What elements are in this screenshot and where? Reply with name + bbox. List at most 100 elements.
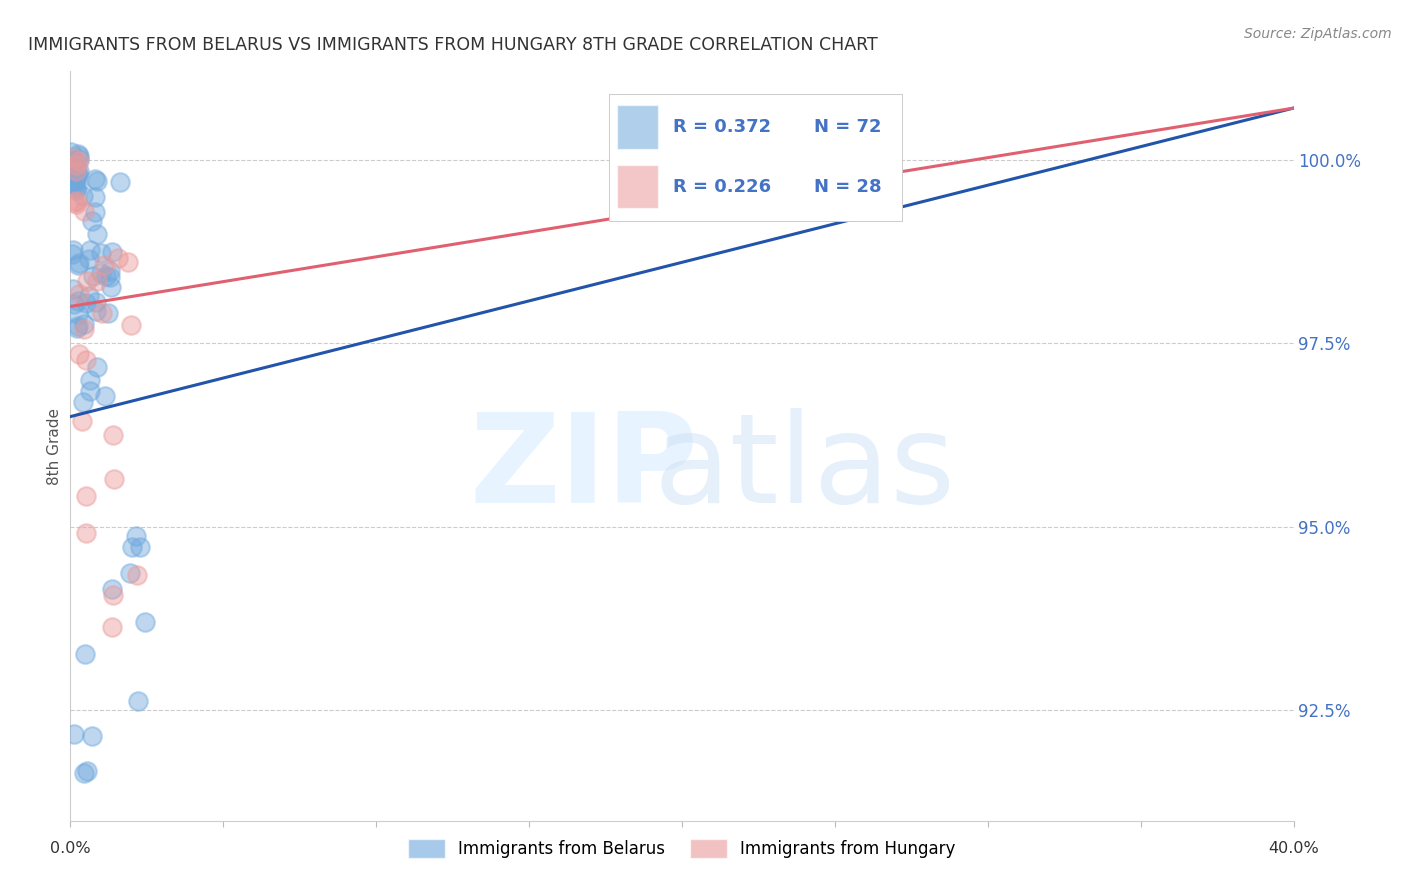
Point <box>60 156 83 170</box>
Text: atlas: atlas <box>654 408 955 529</box>
Point <box>84 294 107 309</box>
Point <box>101 428 124 442</box>
Point <box>65 158 87 172</box>
Point <box>62 151 84 165</box>
Point <box>90 246 112 260</box>
Point <box>93 389 115 403</box>
Point <box>86 174 108 188</box>
Point <box>84 303 107 318</box>
Point <box>67 256 90 270</box>
Point <box>66 165 89 179</box>
Point <box>75 296 97 310</box>
Point <box>62 243 84 257</box>
Point <box>98 263 121 277</box>
Point <box>66 194 89 208</box>
Point <box>76 274 98 288</box>
Point <box>63 194 86 209</box>
Point <box>79 373 101 387</box>
Point <box>100 620 122 634</box>
Point <box>62 162 84 177</box>
Point <box>84 205 107 219</box>
Point <box>73 322 96 336</box>
Point <box>63 160 86 174</box>
Point <box>117 255 139 269</box>
Point <box>65 169 87 183</box>
Point <box>63 179 86 194</box>
Point <box>73 647 96 661</box>
Point <box>134 615 156 630</box>
Point <box>125 568 148 582</box>
Legend: Immigrants from Belarus, Immigrants from Hungary: Immigrants from Belarus, Immigrants from… <box>402 832 962 864</box>
Point <box>98 270 121 285</box>
Point <box>63 727 86 741</box>
Point <box>59 145 82 160</box>
Point <box>103 472 125 486</box>
Text: ZIP: ZIP <box>470 408 699 529</box>
Point <box>72 395 94 409</box>
Point <box>77 289 100 303</box>
Point <box>62 282 84 296</box>
Point <box>66 180 89 194</box>
Point <box>67 149 90 163</box>
Point <box>66 306 89 320</box>
Point <box>66 168 89 182</box>
Point <box>86 227 108 241</box>
Point <box>67 153 90 167</box>
Point <box>60 246 83 260</box>
Point <box>60 177 83 191</box>
Point <box>121 540 143 554</box>
Point <box>96 268 118 283</box>
Point <box>90 267 112 281</box>
Point <box>65 166 87 180</box>
Point <box>67 164 90 178</box>
Text: 0.0%: 0.0% <box>51 841 90 856</box>
Point <box>62 155 84 169</box>
Point <box>129 540 152 554</box>
Point <box>75 352 97 367</box>
Point <box>72 203 94 218</box>
Point <box>77 252 100 267</box>
Point <box>107 251 129 265</box>
Point <box>60 168 83 182</box>
Point <box>125 528 148 542</box>
Point <box>83 172 105 186</box>
Point <box>82 268 104 283</box>
Point <box>67 318 90 333</box>
Point <box>127 694 149 708</box>
Point <box>120 566 142 580</box>
Point <box>67 287 90 301</box>
Point <box>73 766 96 780</box>
Point <box>91 306 114 320</box>
Point <box>65 183 87 197</box>
Point <box>63 173 86 187</box>
Point <box>100 279 122 293</box>
Point <box>86 274 108 288</box>
Point <box>65 175 87 189</box>
Point <box>65 197 87 211</box>
Point <box>120 318 142 332</box>
Point <box>671 145 693 160</box>
Point <box>65 164 87 178</box>
Text: 40.0%: 40.0% <box>1268 841 1319 856</box>
Point <box>100 582 122 596</box>
Point <box>63 173 86 187</box>
Point <box>66 258 89 272</box>
Point <box>66 321 89 335</box>
Point <box>93 259 115 273</box>
Point <box>101 588 124 602</box>
Point <box>67 293 90 308</box>
Text: Source: ZipAtlas.com: Source: ZipAtlas.com <box>1244 27 1392 41</box>
Point <box>67 347 90 361</box>
Y-axis label: 8th Grade: 8th Grade <box>46 408 62 484</box>
Point <box>67 154 90 169</box>
Point <box>72 189 94 203</box>
Text: IMMIGRANTS FROM BELARUS VS IMMIGRANTS FROM HUNGARY 8TH GRADE CORRELATION CHART: IMMIGRANTS FROM BELARUS VS IMMIGRANTS FR… <box>28 36 877 54</box>
Point <box>63 297 86 311</box>
Point <box>82 729 104 743</box>
Point <box>96 306 118 320</box>
Point <box>79 384 101 398</box>
Point <box>84 190 107 204</box>
Point <box>73 317 96 331</box>
Point <box>80 214 103 228</box>
Point <box>66 147 89 161</box>
